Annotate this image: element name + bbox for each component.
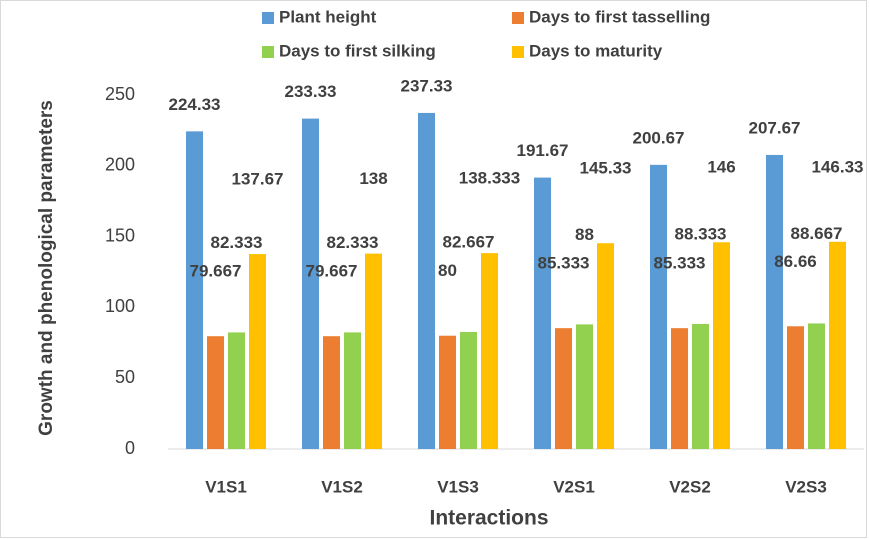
data-label: 191.67 xyxy=(517,141,569,160)
data-label: 85.333 xyxy=(538,254,590,273)
bar xyxy=(481,253,498,449)
data-label: 146 xyxy=(707,158,735,177)
y-tick-label: 250 xyxy=(105,84,135,104)
bar xyxy=(302,118,319,449)
x-tick-label: V2S2 xyxy=(669,477,711,496)
y-tick-label: 50 xyxy=(115,367,135,387)
data-label: 79.667 xyxy=(190,262,242,281)
data-label: 80 xyxy=(438,261,457,280)
legend-swatch xyxy=(262,46,274,58)
legend-swatch xyxy=(512,12,524,24)
bar xyxy=(692,323,709,449)
data-label: 200.67 xyxy=(633,128,685,147)
bar xyxy=(439,335,456,449)
x-tick-label: V1S1 xyxy=(205,477,247,496)
data-label: 138 xyxy=(359,169,387,188)
data-label: 146.33 xyxy=(812,157,864,176)
legend-swatch xyxy=(262,12,274,24)
data-label: 88 xyxy=(575,225,594,244)
bar xyxy=(249,254,266,449)
bar xyxy=(534,177,551,449)
bar xyxy=(808,323,825,449)
legend-label: Days to first silking xyxy=(279,41,436,60)
bar xyxy=(597,243,614,449)
bar xyxy=(344,332,361,449)
data-label: 86.66 xyxy=(774,252,817,271)
bar xyxy=(186,131,203,449)
legend-label: Days to maturity xyxy=(529,41,663,60)
y-tick-label: 200 xyxy=(105,155,135,175)
data-label: 224.33 xyxy=(169,95,221,114)
data-label: 233.33 xyxy=(285,82,337,101)
bar xyxy=(650,164,667,450)
legend-label: Plant height xyxy=(279,7,377,26)
data-label: 82.333 xyxy=(211,233,263,252)
bar xyxy=(713,242,730,449)
data-label: 137.67 xyxy=(232,170,284,189)
data-label: 79.667 xyxy=(306,262,358,281)
x-axis-title: Interactions xyxy=(429,507,548,530)
bar xyxy=(787,326,804,449)
bar xyxy=(460,331,477,449)
bar xyxy=(323,336,340,449)
data-label: 85.333 xyxy=(654,254,706,273)
data-label: 88.667 xyxy=(791,224,843,243)
legend-label: Days to first tasselling xyxy=(529,7,710,26)
bar xyxy=(555,328,572,449)
y-tick-label: 150 xyxy=(105,225,135,245)
y-axis-title: Growth and phenological parameters xyxy=(36,100,57,436)
x-tick-label: V2S3 xyxy=(785,477,827,496)
data-label: 138.333 xyxy=(459,169,520,188)
legend-swatch xyxy=(512,46,524,58)
x-tick-label: V2S1 xyxy=(553,477,595,496)
bar xyxy=(207,336,224,449)
bar xyxy=(365,253,382,449)
data-label: 82.333 xyxy=(327,233,379,252)
y-tick-label: 0 xyxy=(125,438,135,458)
x-tick-label: V1S2 xyxy=(321,477,363,496)
bar xyxy=(418,112,435,449)
bar xyxy=(766,154,783,450)
x-tick-label: V1S3 xyxy=(437,477,479,496)
data-label: 82.667 xyxy=(443,232,495,251)
bar xyxy=(228,332,245,449)
data-label: 237.33 xyxy=(401,76,453,95)
bar xyxy=(671,328,688,449)
bar xyxy=(829,241,846,449)
bar xyxy=(576,324,593,449)
data-label: 207.67 xyxy=(749,118,801,137)
data-label: 145.33 xyxy=(580,159,632,178)
data-label: 88.333 xyxy=(675,224,727,243)
y-tick-label: 100 xyxy=(105,296,135,316)
